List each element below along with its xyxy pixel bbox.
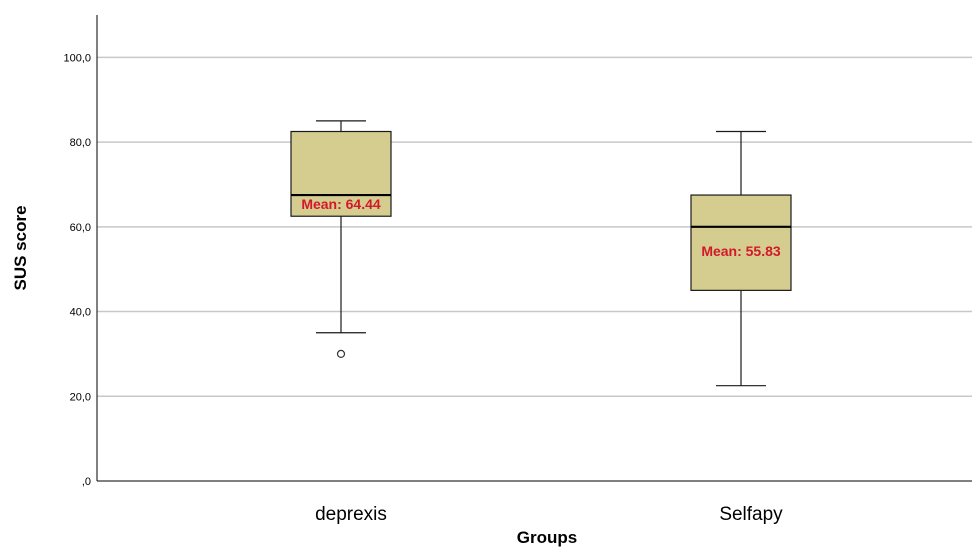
x-tick-label: deprexis xyxy=(315,504,387,525)
outlier-point xyxy=(336,349,346,359)
y-tick-label: 60,0 xyxy=(70,222,91,234)
y-tick-label: ,0 xyxy=(82,476,91,488)
mean-label: Mean: 64.44 xyxy=(301,196,381,212)
boxes: Mean: 64.44 Mean: 55.83 xyxy=(290,120,792,387)
iqr-box xyxy=(290,130,392,217)
iqr-box xyxy=(690,194,792,291)
box-group: Mean: 55.83 xyxy=(690,130,792,387)
x-axis-title: Groups xyxy=(517,528,577,547)
y-tick-label: 40,0 xyxy=(70,307,91,319)
gridlines xyxy=(97,56,972,398)
y-tick-labels: ,0 20,0 40,0 60,0 80,0 100,0 xyxy=(63,52,91,488)
mean-label: Mean: 55.83 xyxy=(701,243,781,259)
box-group: Mean: 64.44 xyxy=(290,120,392,359)
y-tick-label: 80,0 xyxy=(70,137,91,149)
x-tick-label: Selfapy xyxy=(719,504,783,525)
y-tick-label: 100,0 xyxy=(63,52,91,64)
y-axis-title: SUS score xyxy=(11,205,30,290)
x-tick-labels: deprexis Selfapy xyxy=(315,504,783,525)
y-tick-label: 20,0 xyxy=(70,391,91,403)
